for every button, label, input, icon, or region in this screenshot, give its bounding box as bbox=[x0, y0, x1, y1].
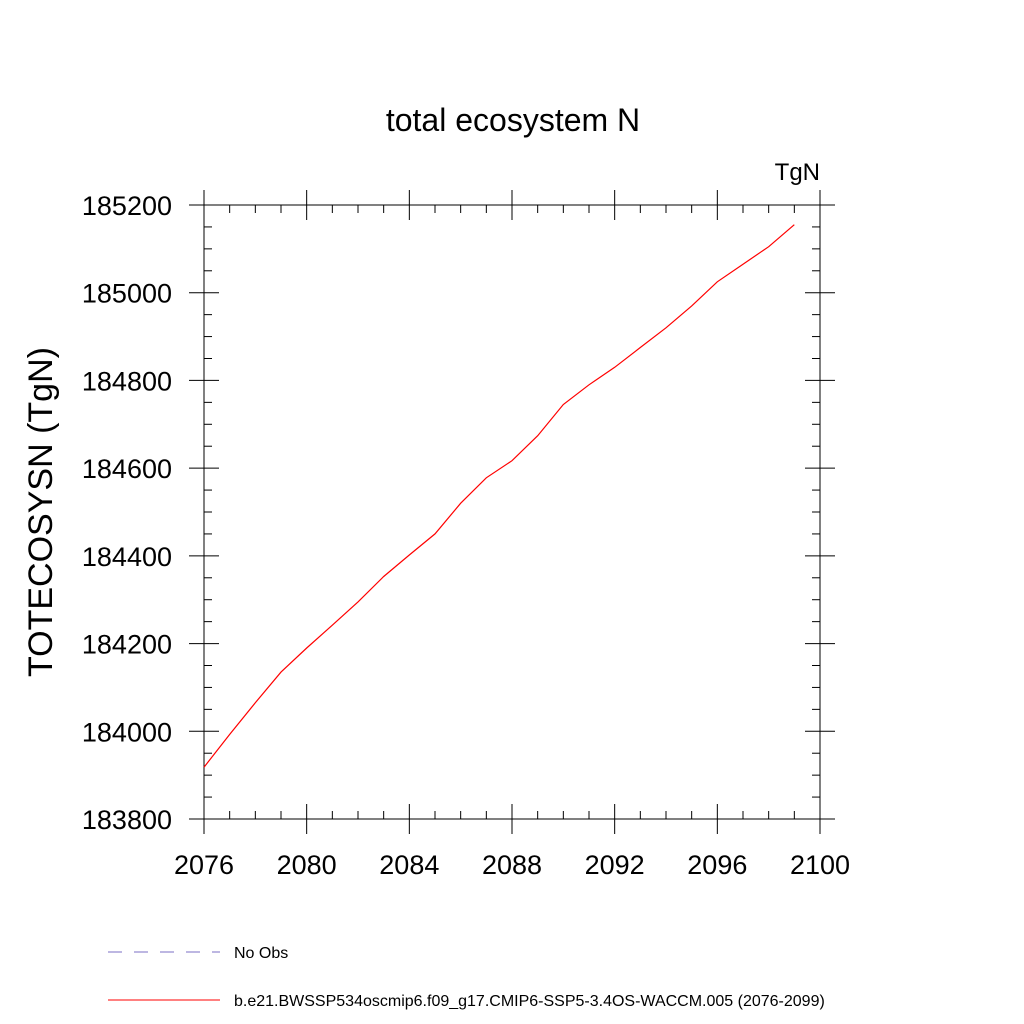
y-tick-label: 184800 bbox=[82, 366, 172, 396]
x-tick-label: 2080 bbox=[277, 850, 337, 880]
x-tick-label: 2088 bbox=[482, 850, 542, 880]
series-line bbox=[203, 224, 795, 768]
chart-title: total ecosystem N bbox=[386, 102, 640, 138]
plot-area: 2076 2080 2084 2088 2092 2096 2100 183800 184000… bbox=[82, 190, 850, 880]
y-tick-label: 183800 bbox=[82, 805, 172, 835]
plot-frame bbox=[203, 204, 821, 820]
x-tick-label: 2096 bbox=[687, 850, 747, 880]
x-tick-label: 2092 bbox=[585, 850, 645, 880]
x-tick-label: 2100 bbox=[790, 850, 850, 880]
x-tick-label: 2076 bbox=[174, 850, 234, 880]
y-tick-label: 185000 bbox=[82, 279, 172, 309]
y-tick-label: 185200 bbox=[82, 191, 172, 221]
x-tick-label: 2084 bbox=[379, 850, 439, 880]
y-tick-label: 184200 bbox=[82, 630, 172, 660]
y-tick-label: 184000 bbox=[82, 717, 172, 747]
y-tick-label: 184400 bbox=[82, 542, 172, 572]
legend: No Obs b.e21.BWSSP534oscmip6.f09_g17.CMIP… bbox=[108, 945, 825, 1010]
legend-label: No Obs bbox=[234, 945, 288, 962]
y-tick-label: 184600 bbox=[82, 454, 172, 484]
legend-label: b.e21.BWSSP534oscmip6.f09_g17.CMIP6-SSP5… bbox=[234, 993, 825, 1010]
units-label: TgN bbox=[775, 159, 820, 186]
y-axis-label: TOTECOSYSN (TgN) bbox=[22, 347, 60, 677]
